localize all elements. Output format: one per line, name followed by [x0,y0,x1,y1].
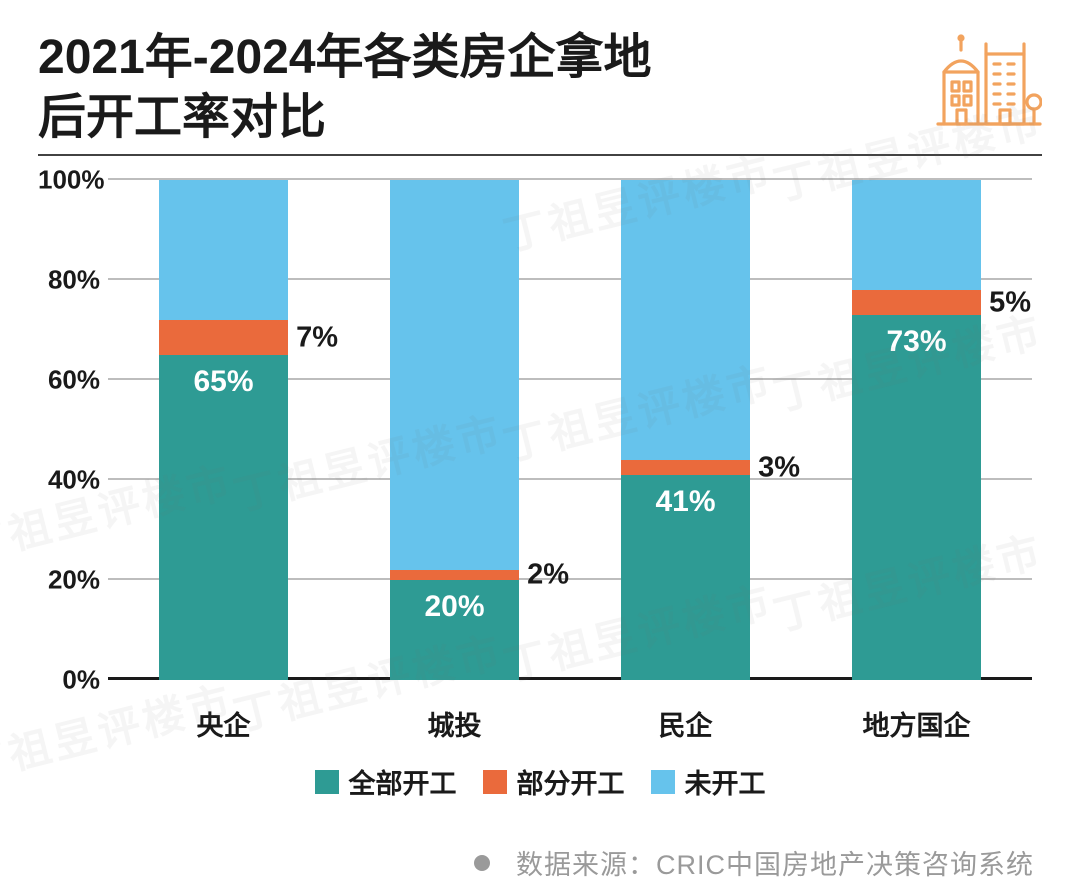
bar: 20% 2% [390,180,519,680]
legend-swatch [483,770,507,794]
bars-row: 65%7%20%2%41%3%73%5% [108,180,1032,680]
bar: 73%5% [852,180,981,680]
bar-slot: 41%3% [570,180,801,680]
bar-segment-partial: 7% [159,320,288,355]
bar-segment-not [390,180,519,570]
source-text: 数据来源：CRIC中国房地产决策咨询系统 [516,843,1034,882]
bar-value-label: 2% [527,559,569,592]
ytick-label: 0% [38,665,100,696]
legend-label: 部分开工 [517,762,625,801]
bar-value-label: 65% [159,365,288,399]
x-category-label: 城投 [339,690,570,740]
bar-segment-full: 73% [852,315,981,680]
bar-slot: 65%7% [108,180,339,680]
bar-value-label: 20% [390,590,519,624]
legend-label: 全部开工 [349,762,457,801]
source-row: 数据来源：CRIC中国房地产决策咨询系统 [38,843,1042,882]
legend: 全部开工 部分开工 未开工 [38,762,1042,801]
x-axis-labels: 央企城投民企地方国企 [108,690,1032,740]
legend-item: 全部开工 [315,762,457,801]
x-category-label: 央企 [108,690,339,740]
stacked-bar-chart: 65%7%20%2%41%3%73%5% 央企城投民企地方国企 0%20%40%… [38,180,1042,740]
bar-value-label: 5% [989,286,1031,319]
buildings-icon [934,32,1042,133]
bar: 41% 3% [621,180,750,680]
legend-swatch [651,770,675,794]
bar-slot: 73%5% [801,180,1032,680]
legend-label: 未开工 [685,762,766,801]
bar-segment-partial: 2% [390,570,519,580]
ytick-label: 40% [38,465,100,496]
bar-segment-partial: 5% [852,290,981,315]
legend-swatch [315,770,339,794]
chart-title: 2021年-2024年各类房企拿地 后开工率对比 [38,28,652,148]
bar-segment-not [159,180,288,320]
bar-segment-not [621,180,750,460]
title-line-2: 后开工率对比 [38,91,326,144]
ytick-label: 20% [38,565,100,596]
bar-segment-full: 65% [159,355,288,680]
legend-item: 部分开工 [483,762,625,801]
bar-value-label: 7% [296,321,338,354]
ytick-label: 80% [38,265,100,296]
bar-segment-not [852,180,981,290]
bar-segment-full: 41% [621,475,750,680]
ytick-label: 60% [38,365,100,396]
bar-segment-partial: 3% [621,460,750,475]
bar-value-label: 73% [852,325,981,359]
bar-value-label: 3% [758,451,800,484]
bar-value-label: 41% [621,485,750,519]
bar: 65%7% [159,180,288,680]
bar-segment-full: 20% [390,580,519,680]
title-line-1: 2021年-2024年各类房企拿地 [38,31,652,84]
x-category-label: 地方国企 [801,690,1032,740]
source-bullet-icon [474,855,490,871]
x-category-label: 民企 [570,690,801,740]
ytick-label: 100% [38,165,100,196]
chart-card: 2021年-2024年各类房企拿地 后开工率对比 [0,0,1080,889]
header: 2021年-2024年各类房企拿地 后开工率对比 [38,28,1042,156]
bar-slot: 20%2% [339,180,570,680]
legend-item: 未开工 [651,762,766,801]
